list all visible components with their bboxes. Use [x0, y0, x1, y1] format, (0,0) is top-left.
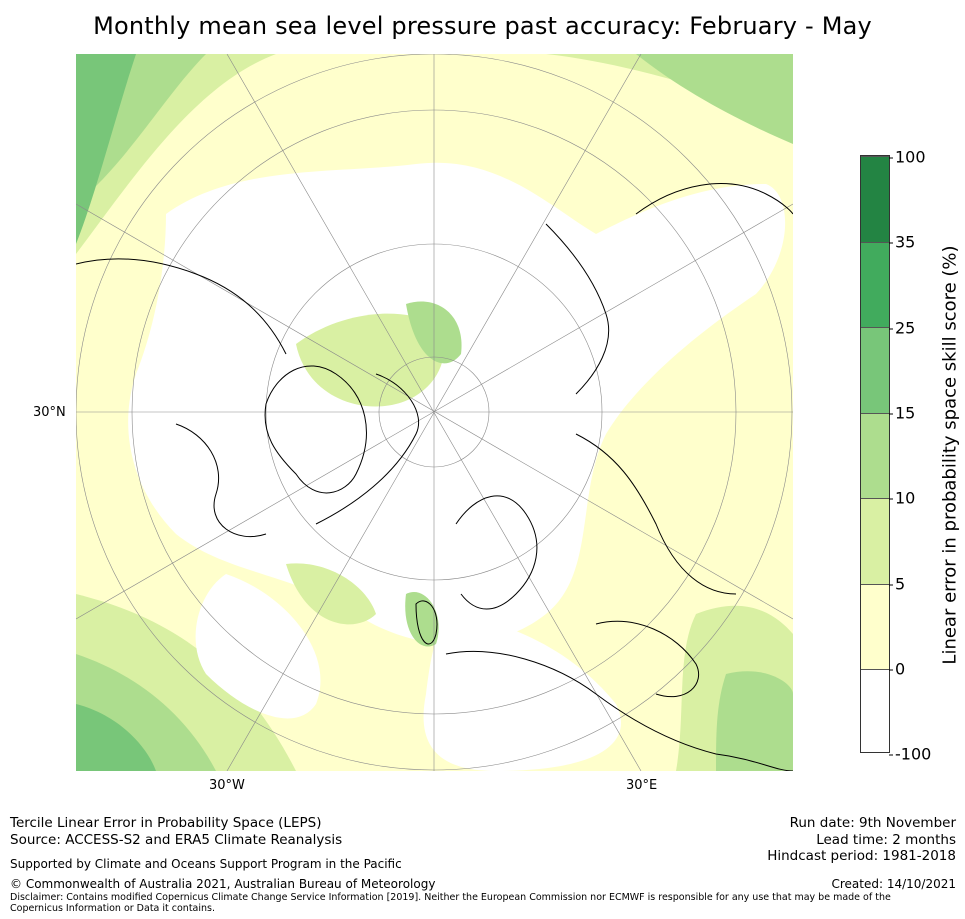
skill-zone-10-15-south-east [716, 671, 793, 771]
coastline-british-isles [415, 600, 438, 645]
colorbar-bin-25-35 [861, 242, 889, 327]
skill-zone-10-15-north-east [636, 54, 793, 144]
coastline-greenland-east [315, 373, 420, 525]
colorbar-tick: 35 [888, 232, 916, 252]
coastline-black-caspian [595, 620, 700, 698]
footer-lead-time: Lead time: 2 months [816, 832, 956, 848]
coastline-eurasia [575, 433, 737, 595]
colorbar-bin-5-10 [861, 498, 889, 584]
skill-patch-north-atlantic [286, 563, 376, 625]
coastline-east-asia [635, 183, 793, 215]
footer-hindcast: Hindcast period: 1981-2018 [767, 848, 956, 864]
coastlines [76, 183, 793, 771]
footer-copyright: © Commonwealth of Australia 2021, Austra… [10, 877, 436, 891]
colorbar [860, 155, 890, 753]
coastline-mediterranean [445, 650, 793, 771]
footer-disclaimer: Disclaimer: Contains modified Copernicus… [10, 892, 891, 914]
colorbar-bin-neg100-0 [861, 669, 889, 752]
graticule [76, 54, 793, 771]
colorbar-bin-0-5 [861, 584, 889, 669]
footer-run-date: Run date: 9th November [789, 815, 956, 831]
colorbar-tick: 25 [888, 318, 916, 338]
colorbar-bin-15-25 [861, 327, 889, 413]
colorbar-bin-35-100 [861, 156, 889, 242]
skill-patch-british-isles [405, 592, 439, 647]
coastline-hudson-bay [175, 423, 267, 538]
skill-zone-15-25-south-west [76, 704, 156, 771]
lat-label-30n: 30°N [33, 405, 66, 420]
skill-zone-negative-europe [423, 614, 621, 771]
coastline-scandinavia [455, 495, 538, 610]
polar-map [76, 54, 793, 771]
colorbar-label: Linear error in probability space skill … [939, 245, 961, 665]
footer-support: Supported by Climate and Oceans Support … [10, 857, 402, 871]
colorbar-tick: 0 [888, 659, 906, 679]
lon-label-30w: 30°W [209, 778, 245, 793]
colorbar-bin-10-15 [861, 413, 889, 498]
footer-source: Source: ACCESS-S2 and ERA5 Climate Reana… [10, 832, 343, 848]
skill-zone-negative-atlantic [195, 574, 321, 719]
footer-method: Tercile Linear Error in Probability Spac… [10, 815, 322, 831]
coastline-greenland [264, 365, 367, 494]
skill-zone-negative-core [128, 162, 786, 644]
coastline-siberia [545, 223, 610, 395]
coastline-alaska [76, 258, 287, 355]
colorbar-tick: -100 [888, 744, 932, 764]
map-title: Monthly mean sea level pressure past acc… [93, 12, 872, 40]
colorbar-tick: 15 [888, 403, 916, 423]
lon-label-30e: 30°E [626, 778, 658, 793]
colorbar-tick: 100 [889, 147, 926, 167]
skill-zone-15-25-north-west [76, 54, 136, 244]
colorbar-tick: 10 [888, 488, 916, 508]
polar-map-canvas [76, 54, 793, 771]
skill-patch-greenland [296, 313, 444, 407]
footer-created: Created: 14/10/2021 [831, 877, 956, 891]
colorbar-tick: 5 [888, 574, 906, 594]
